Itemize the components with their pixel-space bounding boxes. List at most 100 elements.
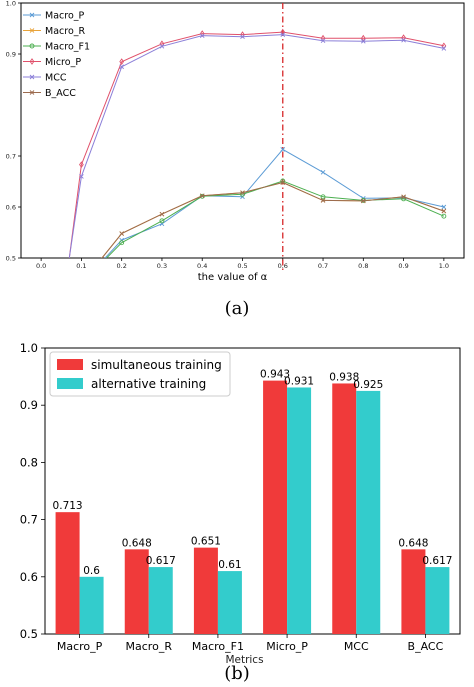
data-point — [360, 38, 366, 44]
data-point — [119, 58, 125, 66]
data-point — [320, 170, 326, 175]
bar-simultaneous — [193, 547, 218, 634]
y-tick-label: 0.5 — [6, 255, 16, 263]
bar-value-label: 0.617 — [146, 555, 176, 567]
data-point — [159, 44, 165, 49]
data-point — [441, 208, 447, 214]
bar-value-label: 0.61 — [218, 559, 241, 571]
x-tick-label: 0.3 — [157, 262, 167, 270]
bar-value-label: 0.648 — [398, 537, 428, 549]
bar-alternative — [217, 571, 242, 634]
caption-b: (b) — [224, 663, 250, 684]
x-tick-label: 0.9 — [398, 262, 408, 270]
legend-marker — [29, 90, 35, 95]
bar-value-label: 0.713 — [53, 500, 83, 512]
x-tick-label: 0.5 — [237, 262, 247, 270]
bar-value-label: 0.648 — [122, 537, 152, 549]
data-point — [401, 194, 406, 200]
bar-alternative — [148, 567, 173, 634]
legend-label: Macro_P — [45, 11, 85, 22]
bar-simultaneous — [124, 549, 149, 634]
x-tick-label: 0.0 — [36, 262, 46, 270]
x-tick-label: 0.7 — [318, 262, 328, 270]
x-tick-label: 0.8 — [358, 262, 368, 270]
legend-marker — [29, 12, 35, 18]
bar-simultaneous — [401, 549, 426, 634]
bar-alternative — [356, 390, 381, 634]
data-point — [320, 194, 326, 200]
y-tick-label: 0.6 — [6, 204, 16, 212]
series-line-micro-p — [68, 31, 444, 258]
x-axis-label: Metrics — [225, 654, 263, 666]
data-point — [199, 193, 205, 199]
x-tick-label: Macro_R — [126, 640, 173, 653]
data-point — [360, 198, 366, 204]
x-tick-label: Macro_P — [57, 640, 103, 653]
legend-label: MCC — [45, 73, 67, 84]
y-tick-label: 0.7 — [6, 153, 16, 161]
y-tick-label: 0.7 — [20, 513, 38, 527]
data-point — [159, 218, 165, 224]
x-tick-label: 0.2 — [117, 262, 127, 270]
data-point — [280, 32, 286, 37]
caption-a: (a) — [224, 298, 250, 319]
y-tick-label: 0.6 — [20, 570, 38, 584]
x-tick-label: 0.1 — [76, 262, 86, 270]
y-tick-label: 0.9 — [20, 398, 38, 412]
data-point — [79, 161, 84, 169]
bar-alternative — [287, 387, 312, 634]
legend-label: alternative training — [91, 377, 206, 391]
bar-simultaneous — [55, 512, 80, 634]
x-tick-label: Macro_F1 — [192, 640, 244, 653]
bar-simultaneous — [263, 380, 288, 634]
data-point — [119, 240, 125, 246]
legend-marker — [29, 74, 35, 80]
bar-alternative — [425, 567, 450, 634]
x-tick-label: 0.6 — [278, 262, 288, 270]
y-tick-label: 0.5 — [20, 627, 38, 641]
bar-value-label: 0.943 — [260, 369, 290, 381]
data-point — [119, 231, 125, 236]
bar-alternative — [79, 576, 104, 634]
data-point — [280, 147, 286, 152]
bar-value-label: 0.6 — [83, 565, 100, 577]
legend-label: simultaneous training — [91, 358, 222, 372]
data-point — [441, 204, 447, 210]
bar-chart-metrics: 0.5 0.6 0.7 0.8 0.9 1.0 Macro_P Macro_R Macro_F1… — [20, 341, 461, 666]
legend-box — [49, 351, 231, 397]
legend-label: Macro_F1 — [45, 42, 90, 53]
legend-swatch — [57, 378, 83, 389]
bar-value-label: 0.931 — [284, 375, 314, 387]
data-point — [240, 190, 245, 196]
y-tick-label: 0.8 — [20, 455, 38, 469]
data-point — [441, 46, 447, 51]
x-tick-label: MCC — [344, 640, 369, 653]
legend-label: Macro_R — [45, 26, 86, 37]
legend-label: Micro_P — [45, 57, 81, 68]
data-point — [119, 64, 125, 70]
bar-value-label: 0.617 — [422, 555, 452, 567]
y-tick-label: 0.9 — [6, 51, 16, 59]
data-point — [280, 180, 286, 185]
bar-simultaneous — [332, 383, 357, 634]
legend-marker — [29, 58, 35, 65]
data-point — [240, 34, 245, 39]
x-tick-label: Micro_P — [266, 640, 308, 653]
legend-marker — [29, 28, 35, 33]
y-tick-label: 1.0 — [20, 341, 38, 355]
y-tick-label: 1.0 — [6, 0, 16, 8]
x-tick-label: B_ACC — [408, 640, 444, 653]
bar-value-label: 0.651 — [191, 536, 221, 548]
data-point — [441, 213, 447, 219]
x-tick-label: 0.4 — [197, 262, 207, 270]
legend-marker — [29, 43, 35, 49]
x-axis-label: the value of α — [198, 272, 268, 283]
bar-value-label: 0.938 — [329, 371, 359, 383]
legend-swatch — [57, 359, 83, 370]
data-point — [320, 198, 326, 203]
series-line-mcc — [68, 34, 444, 258]
bar-value-label: 0.925 — [353, 379, 383, 391]
plot-frame — [44, 347, 461, 635]
legend-label: B_ACC — [45, 88, 76, 99]
data-point — [79, 174, 84, 179]
